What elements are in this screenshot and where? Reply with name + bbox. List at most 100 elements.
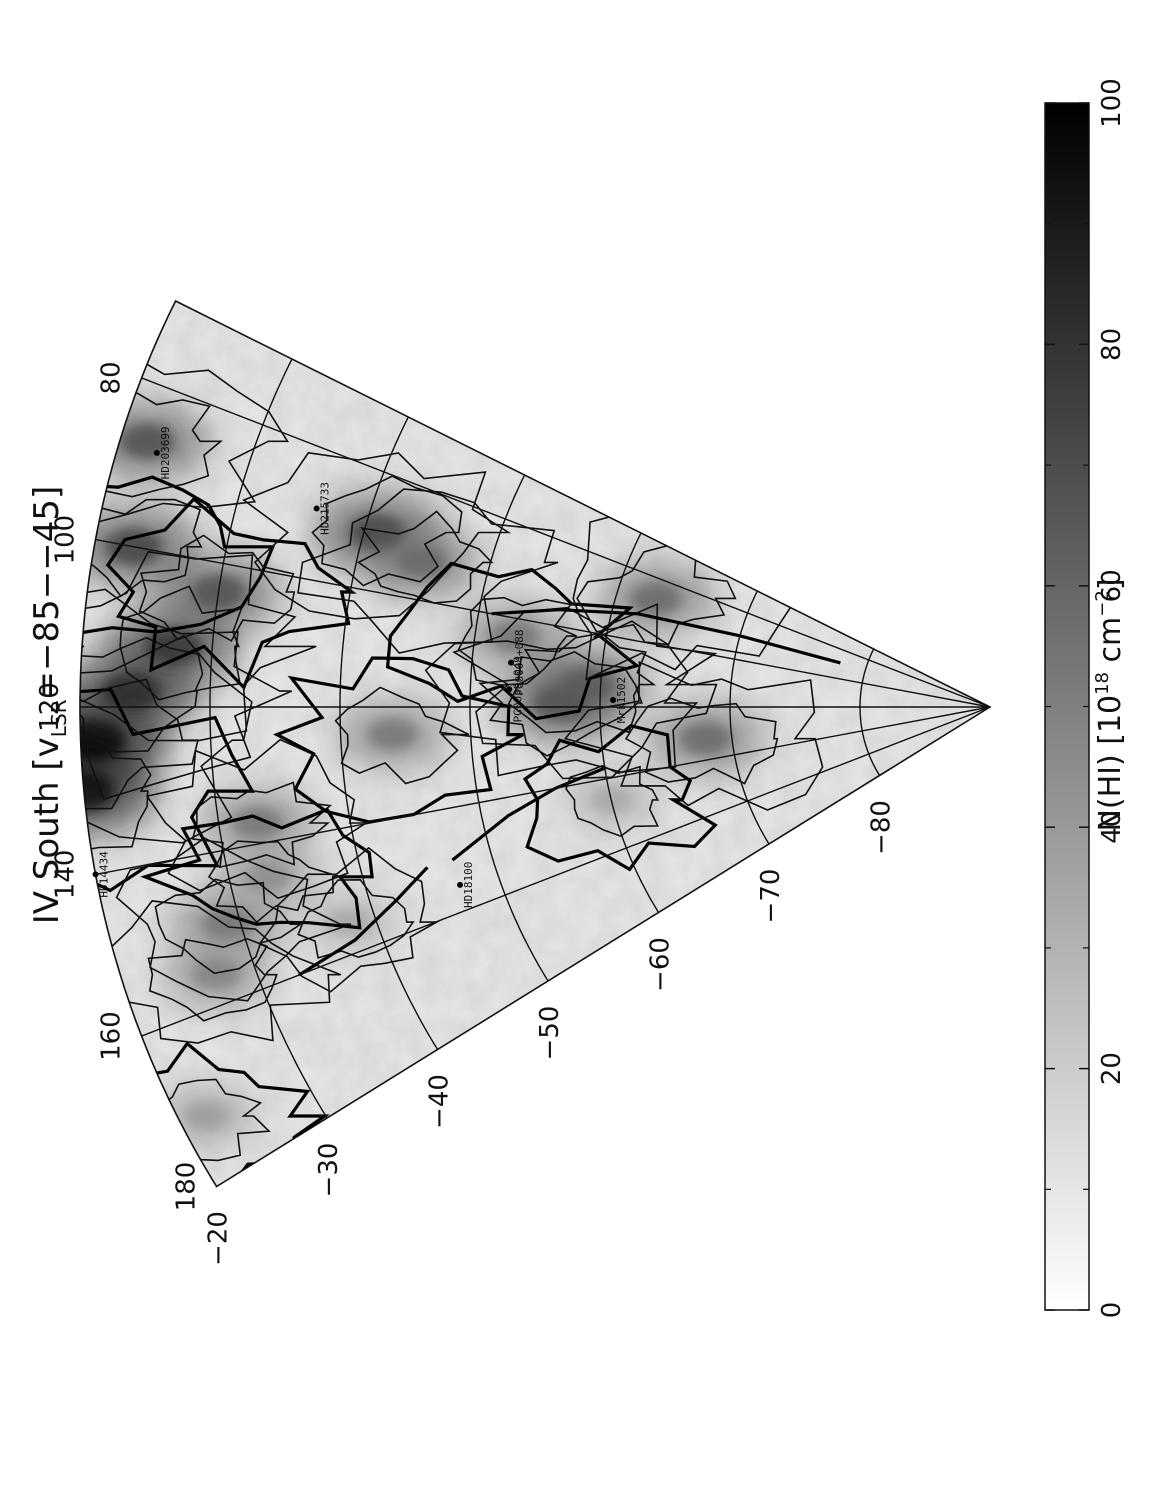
latitude-tick-labels: −20 −30 −40 −50 −60 −70 −80 (204, 800, 897, 1266)
coordinate-grid (80, 358, 991, 1119)
lat-line (469, 474, 549, 982)
hi-cloud-core (630, 581, 683, 616)
lon-tick-label: 100 (51, 515, 81, 565)
source-marker (92, 871, 99, 878)
source-label: HD18100 (462, 862, 475, 908)
hi-contour (119, 585, 243, 701)
hi-contour (80, 678, 199, 810)
hi-contour (140, 807, 374, 930)
lat-tick-label: −80 (867, 800, 897, 855)
hi-contour (191, 781, 332, 869)
hi-contour (154, 878, 304, 975)
lat-line (599, 532, 660, 913)
source-marker (610, 697, 617, 704)
source-marker (153, 449, 160, 456)
hi-contour (452, 602, 718, 780)
hi-cloud-core (183, 1101, 229, 1131)
colorbar-label: N(HI) [1018 cm−2] (1092, 578, 1128, 831)
source-marker (508, 659, 515, 666)
hi-contour (80, 687, 256, 896)
hi-cloud-core (233, 806, 284, 840)
hi-contour (105, 496, 357, 691)
colorbar-ticks: 0 20 40 60 80 100 (1045, 78, 1127, 1318)
hi-cloud-core (119, 423, 175, 460)
hi-contour (311, 475, 463, 587)
hi-contour (273, 656, 524, 824)
colorbar-tick-label: 60 (1097, 569, 1127, 602)
source-marker (457, 881, 464, 888)
colorbar-label-end: ] (1093, 578, 1128, 590)
colorbar-tick-label: 20 (1097, 1052, 1127, 1085)
colorbar-label-unit: cm (1093, 617, 1128, 672)
hi-contour (80, 349, 289, 531)
hi-contour (138, 534, 296, 642)
lat-tick-label: −70 (756, 869, 786, 924)
chart-title: IV South [vLSR=−85−−45] (27, 486, 71, 925)
svg-text:N(HI) [1018 cm−2]: N(HI) [1018 cm−2] (1092, 578, 1128, 831)
lon-line (95, 538, 991, 708)
hi-contour (565, 764, 660, 837)
hi-cloud-core (367, 718, 418, 751)
hi-cloud-core (397, 545, 450, 580)
lat-line (729, 590, 770, 845)
lat-line (859, 648, 881, 776)
colorbar-tick-label: 40 (1097, 811, 1127, 844)
lat-tick-label: −40 (425, 1074, 455, 1129)
hi-filament-contour (451, 766, 606, 862)
hi-contour (80, 498, 203, 598)
hi-contour (457, 596, 578, 686)
svg-text:IV South [vLSR=−85−−45]: IV South [vLSR=−85−−45] (27, 486, 71, 925)
source-label: PG0039+049 (511, 656, 524, 722)
hi-contour (478, 651, 643, 757)
hi-contour (334, 686, 470, 785)
hi-cloud-core (143, 627, 203, 666)
hi-cloud-core (191, 959, 241, 991)
title-range: =−85−−45] (27, 486, 67, 700)
colorbar-gradient (1044, 102, 1090, 1311)
hi-cloud-core (489, 619, 540, 653)
colorbar-label-exp2: −2 (1092, 590, 1113, 617)
hi-cloud-core (679, 722, 732, 756)
hi-contour (80, 550, 317, 742)
lon-tick-label: 180 (172, 1162, 202, 1212)
hi-contour (297, 878, 415, 959)
hi-contour (80, 475, 276, 639)
hi-filament-contour (491, 608, 841, 665)
hi-contour (80, 636, 204, 753)
source-label: Mrk1502 (615, 677, 628, 723)
title-subscript: LSR (47, 699, 71, 737)
colorbar-tick-label: 0 (1097, 1302, 1127, 1319)
hi-contour (80, 735, 152, 854)
hi-contour (624, 697, 779, 785)
lat-line (339, 416, 439, 1050)
hi-contour (385, 561, 641, 721)
colorbar-tick-label: 80 (1097, 328, 1127, 361)
hi-contour (80, 389, 224, 498)
lon-tick-label: 120 (35, 682, 65, 732)
lon-tick-label: 80 (97, 361, 127, 394)
lat-tick-label: −50 (535, 1006, 565, 1061)
hi-contour (576, 544, 737, 646)
source-label: HD203699 (159, 426, 172, 479)
source-label: HD215733 (319, 482, 332, 535)
longitude-tick-labels: 180 160 140 120 100 80 (35, 361, 202, 1211)
hi-contour (145, 738, 369, 899)
lon-tick-label: 140 (51, 850, 81, 900)
lat-tick-label: −30 (314, 1143, 344, 1198)
hi-contour (207, 840, 341, 924)
hi-contour (356, 510, 494, 604)
source-marker (506, 686, 513, 693)
source-label: PG0004+088 (513, 629, 526, 695)
lon-line (141, 377, 991, 708)
hi-contour (80, 634, 253, 844)
hi-contour (563, 660, 824, 811)
hi-cloud-core (245, 861, 293, 892)
map-boundary (79, 299, 992, 1189)
lon-line (95, 706, 991, 876)
hi-cloud-core (202, 908, 253, 941)
hi-contour (522, 723, 718, 872)
lon-line (141, 706, 991, 1037)
